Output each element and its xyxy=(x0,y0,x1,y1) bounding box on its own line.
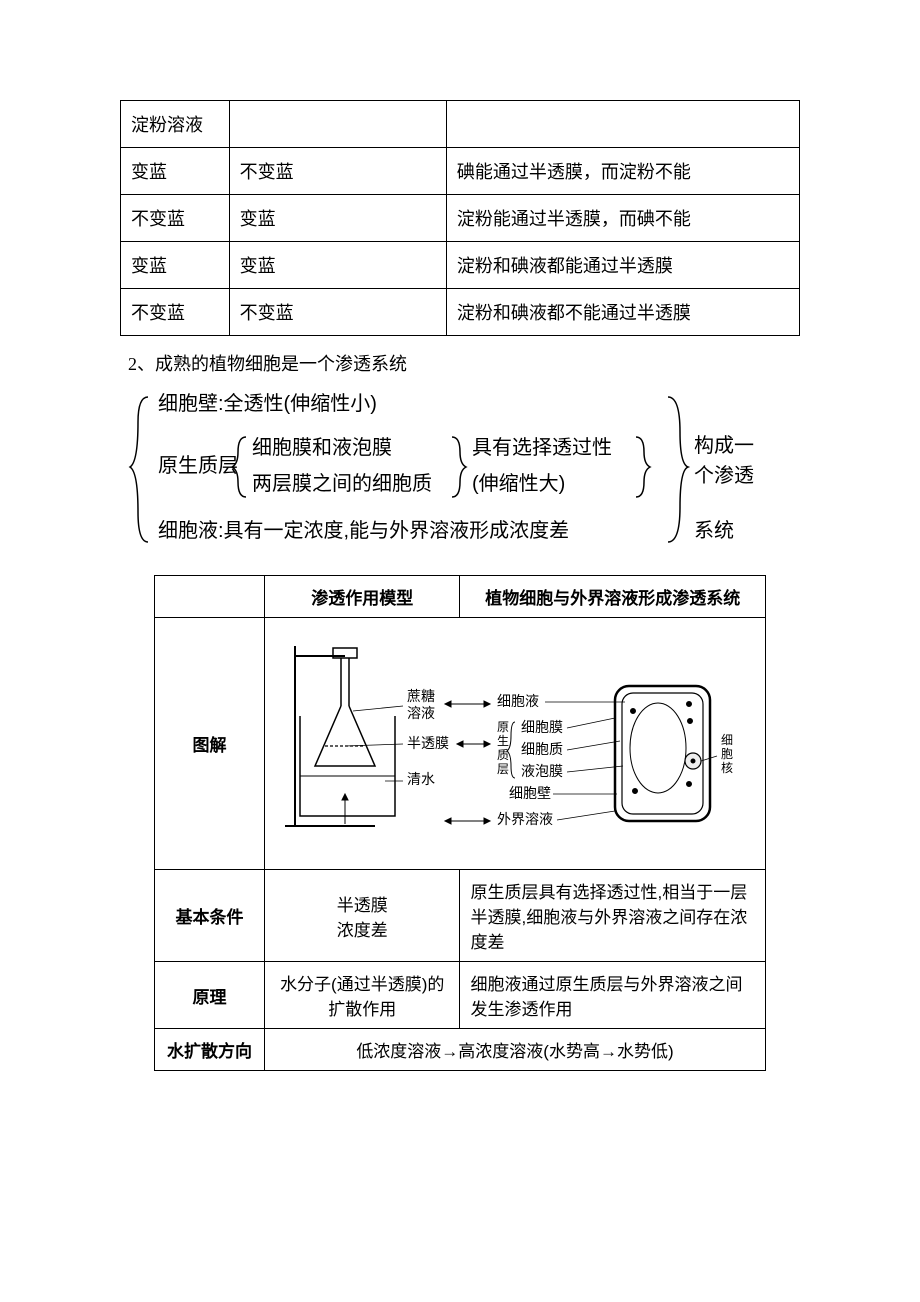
table-row: 基本条件 半透膜 浓度差 原生质层具有选择透过性,相当于一层半透膜,细胞液与外界… xyxy=(155,870,766,962)
bracket-text: 具有选择透过性 xyxy=(472,436,612,459)
table-row: 变蓝 变蓝 淀粉和碘液都能通过半透膜 xyxy=(121,242,800,289)
label: 细胞壁 xyxy=(509,786,551,802)
cell: 变蓝 xyxy=(121,242,230,289)
section-heading: 2、成熟的植物细胞是一个渗透系统 xyxy=(128,350,800,376)
bracket-text: (伸缩性大) xyxy=(472,472,565,495)
label: 细胞液 xyxy=(497,694,539,710)
bracket-svg: 细胞壁:全透性(伸缩性小) 原生质层 细胞膜和液泡膜 两层膜之间的细胞质 具有选… xyxy=(128,382,808,552)
cell: 不变蓝 xyxy=(229,148,446,195)
table-row: 渗透作用模型 植物细胞与外界溶液形成渗透系统 xyxy=(155,576,766,618)
row-header: 原理 xyxy=(155,962,265,1029)
label: 外界溶液 xyxy=(497,812,553,828)
bracket-text: 细胞膜和液泡膜 xyxy=(252,436,392,459)
table-row: 淀粉溶液 xyxy=(121,101,800,148)
cell: 淀粉溶液 xyxy=(121,101,230,148)
table-row: 不变蓝 不变蓝 淀粉和碘液都不能通过半透膜 xyxy=(121,289,800,336)
bracket-text: 个渗透 xyxy=(694,464,754,487)
bracket-text: 细胞液:具有一定浓度,能与外界溶液形成浓度差 xyxy=(158,519,569,542)
bracket-diagram: 细胞壁:全透性(伸缩性小) 原生质层 细胞膜和液泡膜 两层膜之间的细胞质 具有选… xyxy=(128,382,800,557)
label: 细胞膜 xyxy=(521,720,563,736)
comparison-table: 渗透作用模型 植物细胞与外界溶液形成渗透系统 图解 xyxy=(154,575,766,1071)
bracket-text: 构成一 xyxy=(694,434,754,457)
table-row: 变蓝 不变蓝 碘能通过半透膜，而淀粉不能 xyxy=(121,148,800,195)
diagram-row: 图解 xyxy=(155,618,766,870)
bracket-text: 原生质层 xyxy=(158,454,238,477)
bracket-text: 系统 xyxy=(694,519,734,542)
results-table: 淀粉溶液 变蓝 不变蓝 碘能通过半透膜，而淀粉不能 不变蓝 变蓝 淀粉能通过半透… xyxy=(120,100,800,336)
cell: 不变蓝 xyxy=(121,195,230,242)
label: 质 xyxy=(497,748,509,762)
label: 蔗糖 xyxy=(407,689,435,705)
bracket-text: 两层膜之间的细胞质 xyxy=(252,472,432,495)
table-row: 水扩散方向 低浓度溶液→高浓度溶液(水势高→水势低) xyxy=(155,1029,766,1071)
cell xyxy=(446,101,799,148)
label: 半透膜 xyxy=(407,736,449,752)
cell: 植物细胞与外界溶液形成渗透系统 xyxy=(460,576,766,618)
cell: 碘能通过半透膜，而淀粉不能 xyxy=(446,148,799,195)
cell: 水分子(通过半透膜)的扩散作用 xyxy=(264,962,460,1029)
diagram-cell: 蔗糖 溶液 半透膜 清水 xyxy=(264,618,765,870)
label: 清水 xyxy=(407,772,435,788)
label: 层 xyxy=(497,762,509,776)
cell: 淀粉能通过半透膜，而碘不能 xyxy=(446,195,799,242)
osmosis-diagram: 蔗糖 溶液 半透膜 清水 xyxy=(275,626,755,856)
label: 原 xyxy=(497,720,509,734)
cell: 变蓝 xyxy=(229,242,446,289)
label: 细胞质 xyxy=(521,742,563,758)
cell: 渗透作用模型 xyxy=(264,576,460,618)
cell xyxy=(229,101,446,148)
label: 胞 xyxy=(721,747,733,761)
cell: 原生质层具有选择透过性,相当于一层半透膜,细胞液与外界溶液之间存在浓度差 xyxy=(460,870,766,962)
cell: 半透膜 浓度差 xyxy=(264,870,460,962)
label: 生 xyxy=(497,734,509,748)
row-header: 图解 xyxy=(155,618,265,870)
label: 溶液 xyxy=(407,706,435,722)
cell: 变蓝 xyxy=(229,195,446,242)
page: 淀粉溶液 变蓝 不变蓝 碘能通过半透膜，而淀粉不能 不变蓝 变蓝 淀粉能通过半透… xyxy=(0,0,920,1131)
cell: 不变蓝 xyxy=(229,289,446,336)
bracket-text: 细胞壁:全透性(伸缩性小) xyxy=(158,392,377,415)
cell: 不变蓝 xyxy=(121,289,230,336)
label: 核 xyxy=(721,761,733,775)
label: 细 xyxy=(721,733,733,747)
cell xyxy=(155,576,265,618)
cell: 细胞液通过原生质层与外界溶液之间发生渗透作用 xyxy=(460,962,766,1029)
cell: 淀粉和碘液都不能通过半透膜 xyxy=(446,289,799,336)
row-header: 基本条件 xyxy=(155,870,265,962)
table-row: 原理 水分子(通过半透膜)的扩散作用 细胞液通过原生质层与外界溶液之间发生渗透作… xyxy=(155,962,766,1029)
cell: 变蓝 xyxy=(121,148,230,195)
table-row: 不变蓝 变蓝 淀粉能通过半透膜，而碘不能 xyxy=(121,195,800,242)
cell: 淀粉和碘液都能通过半透膜 xyxy=(446,242,799,289)
cell: 低浓度溶液→高浓度溶液(水势高→水势低) xyxy=(264,1029,765,1071)
row-header: 水扩散方向 xyxy=(155,1029,265,1071)
label: 液泡膜 xyxy=(521,764,563,780)
